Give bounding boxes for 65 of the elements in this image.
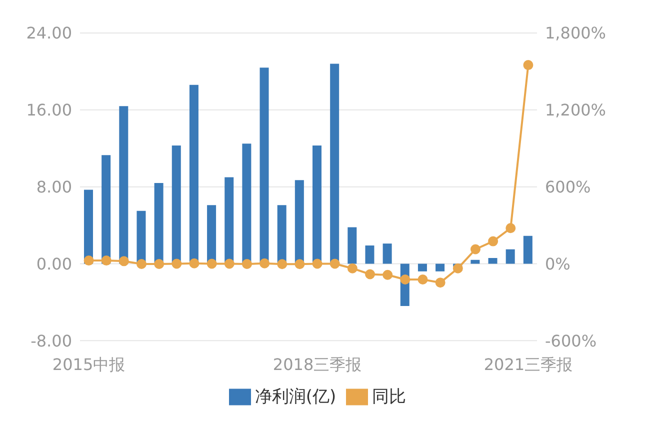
bar: [436, 264, 445, 272]
bar: [119, 106, 128, 264]
point: [400, 274, 410, 285]
point: [118, 256, 129, 266]
bar: [488, 258, 498, 264]
point: [154, 259, 164, 269]
bar: [242, 144, 252, 264]
point: [242, 259, 252, 269]
y-tick-label: 24.00: [26, 24, 72, 43]
y2-tick-label: 0%: [545, 254, 570, 274]
bar: [330, 64, 340, 264]
bar: [224, 177, 234, 264]
bar: [102, 155, 111, 264]
point: [470, 244, 480, 254]
point: [294, 259, 305, 270]
bar: [382, 244, 392, 264]
point: [224, 258, 234, 269]
point: [172, 258, 182, 269]
y-tick-label: 16.00: [26, 100, 72, 120]
point: [382, 270, 393, 280]
x-tick-label: 2018三季报: [272, 355, 362, 374]
y-tick-label: 0.00: [36, 254, 72, 274]
point: [101, 256, 112, 266]
y2-tick-label: 600%: [545, 178, 591, 197]
bar: [189, 84, 198, 264]
point: [277, 259, 288, 270]
x-tick-label: 2015中报: [52, 355, 126, 374]
point: [365, 269, 376, 280]
point: [330, 258, 340, 269]
legend-label: 净利润(亿): [254, 386, 336, 407]
bar: [277, 205, 286, 264]
point: [488, 236, 498, 246]
bar: [312, 145, 322, 264]
point: [136, 259, 147, 269]
point: [189, 258, 200, 268]
bar: [506, 249, 515, 264]
y-tick-label: 8.00: [36, 178, 72, 197]
point: [523, 60, 534, 70]
bar: [207, 205, 216, 264]
bar: [260, 68, 269, 264]
y-tick-label: -8.00: [30, 331, 72, 350]
point: [347, 263, 358, 274]
point: [418, 274, 428, 285]
point: [435, 278, 446, 288]
bar: [294, 180, 304, 264]
bar: [84, 190, 93, 264]
point: [312, 258, 322, 269]
bar: [154, 182, 164, 264]
bar: [418, 264, 427, 272]
point: [260, 258, 270, 268]
x-tick-label: 2021三季报: [484, 355, 573, 374]
bar: [172, 145, 181, 264]
point: [452, 263, 463, 274]
bar: [470, 260, 480, 264]
bar: [136, 210, 146, 264]
y2-tick-label: -600%: [545, 331, 597, 350]
point: [84, 256, 94, 266]
legend-label: 同比: [372, 386, 406, 407]
bar: [348, 227, 357, 264]
point: [206, 258, 217, 269]
bar: [523, 236, 532, 264]
bar: [365, 245, 374, 264]
y2-tick-label: 1,200%: [545, 100, 606, 120]
y2-tick-label: 1,800%: [545, 24, 606, 43]
point: [506, 223, 516, 234]
